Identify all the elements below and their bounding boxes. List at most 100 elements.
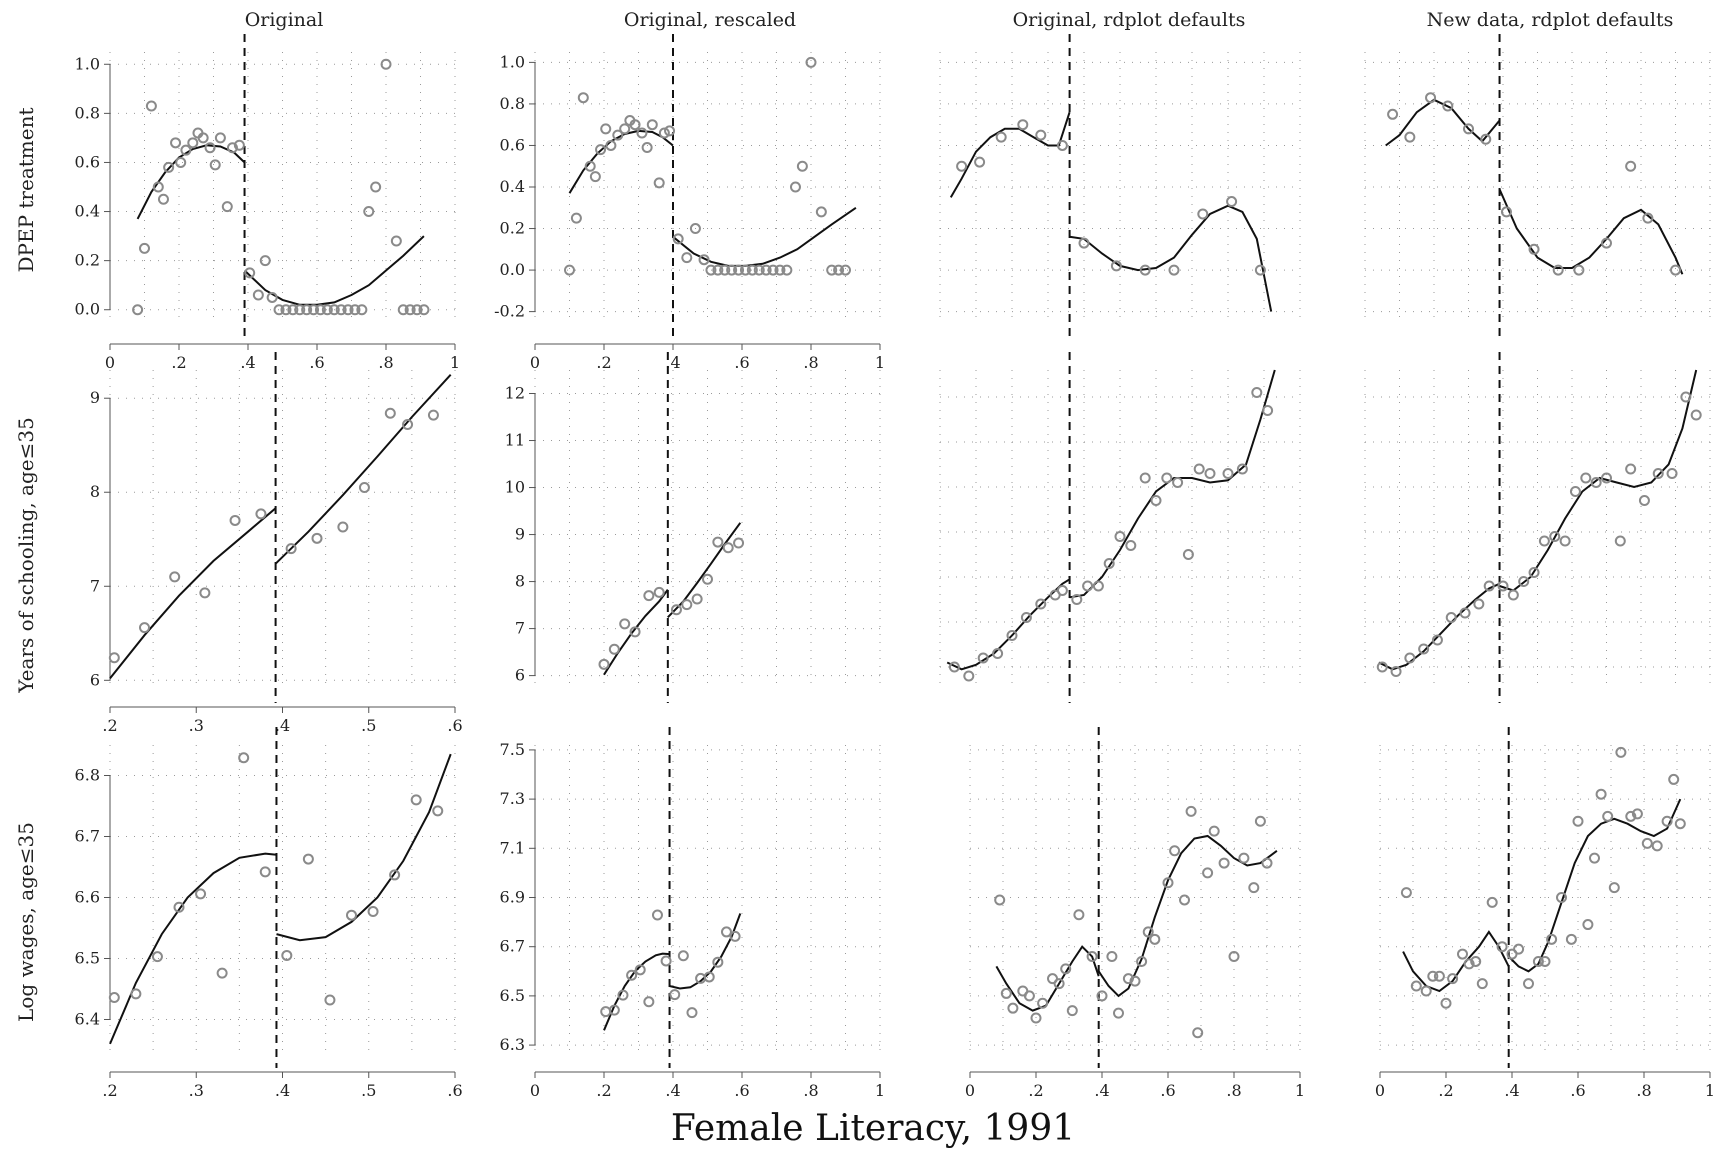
data-point xyxy=(389,869,401,881)
fit-line-left xyxy=(568,129,674,194)
data-point xyxy=(595,144,607,156)
data-point xyxy=(767,264,779,276)
fit-line-right xyxy=(669,913,742,990)
data-point xyxy=(226,142,238,154)
data-point xyxy=(324,994,336,1006)
x-tick-label: .4 xyxy=(275,1081,290,1100)
data-point xyxy=(992,648,1004,659)
data-point xyxy=(1006,630,1018,641)
data-point xyxy=(840,264,851,276)
data-point xyxy=(1483,580,1495,592)
data-point xyxy=(139,622,150,634)
x-tick-label: .2 xyxy=(596,1081,611,1100)
data-point xyxy=(130,988,142,1000)
data-point xyxy=(356,304,368,316)
data-point xyxy=(1254,815,1266,827)
data-point xyxy=(1122,973,1134,985)
data-point xyxy=(712,956,724,968)
fit-line-right xyxy=(1499,369,1698,592)
data-point xyxy=(1390,666,1402,677)
x-tick-label: 1 xyxy=(1705,1081,1715,1100)
x-tick-label: 0 xyxy=(965,1081,975,1100)
data-point xyxy=(1556,892,1567,903)
data-point xyxy=(266,291,278,303)
data-point xyxy=(1226,196,1238,208)
chart-panel: 6.3 6.5 6.7 6.9 7.1 7.3 7.5 0 .2 .4 .6 .8 1 xyxy=(500,727,885,1100)
fit-line-left xyxy=(109,507,277,680)
data-point xyxy=(1251,387,1263,398)
fit-line-left xyxy=(603,589,669,676)
data-point xyxy=(733,537,745,549)
x-tick-label: .4 xyxy=(275,716,290,735)
data-point xyxy=(1486,896,1498,908)
data-point xyxy=(1445,612,1457,623)
data-point xyxy=(833,264,845,276)
data-point xyxy=(781,264,793,276)
data-point xyxy=(977,652,989,664)
data-point xyxy=(653,586,665,598)
data-point xyxy=(294,304,306,316)
data-point xyxy=(204,142,216,154)
data-point xyxy=(994,894,1006,906)
data-point xyxy=(1470,955,1482,967)
data-point xyxy=(427,409,439,421)
x-tick-label: .4 xyxy=(1094,1081,1109,1100)
data-point xyxy=(1000,987,1012,999)
data-point xyxy=(1192,1027,1204,1039)
data-point xyxy=(1552,264,1564,276)
y-tick-label: 6.6 xyxy=(75,888,100,907)
y-tick-label: 0.6 xyxy=(500,135,525,154)
data-point xyxy=(691,593,703,605)
data-point xyxy=(321,304,333,316)
data-point xyxy=(1162,877,1174,889)
data-point xyxy=(1410,980,1422,992)
data-point xyxy=(1053,978,1065,990)
data-point xyxy=(658,127,670,139)
data-point xyxy=(1149,933,1161,945)
data-point xyxy=(411,304,423,316)
data-point xyxy=(1631,808,1643,820)
x-tick-label: .4 xyxy=(665,353,680,372)
data-point xyxy=(252,289,264,301)
data-point xyxy=(1236,463,1248,475)
data-point xyxy=(1161,472,1173,484)
data-point xyxy=(1023,990,1035,1002)
data-point xyxy=(209,159,221,171)
data-point xyxy=(244,267,256,279)
row-label: Years of schooling, age≤35 xyxy=(14,417,38,694)
data-point xyxy=(1086,951,1098,963)
data-point xyxy=(600,1006,612,1018)
fit-line-left xyxy=(603,952,670,1031)
data-point xyxy=(1073,909,1085,921)
data-point xyxy=(1528,243,1540,255)
chart-panel: 0.00.20.40.60.81.00.2.4.6.8 1 xyxy=(75,34,460,372)
data-point xyxy=(1071,594,1083,605)
data-point xyxy=(311,532,323,544)
data-point xyxy=(669,989,681,1001)
data-point xyxy=(1507,589,1519,601)
data-point xyxy=(584,160,596,172)
y-tick-label: 6.8 xyxy=(75,766,100,785)
data-point xyxy=(328,304,340,316)
data-point xyxy=(1261,857,1273,869)
data-point xyxy=(1139,472,1151,484)
data-point xyxy=(214,132,226,144)
chart-panel: -0.20.00.20.40.60.81.00.2.4.6.8 1 xyxy=(494,34,885,372)
data-point xyxy=(670,604,682,616)
x-tick-label: 1 xyxy=(450,353,460,372)
data-point xyxy=(1569,486,1581,497)
fit-line-right xyxy=(1498,188,1684,275)
data-point xyxy=(712,536,724,548)
data-point xyxy=(1136,955,1148,967)
x-tick-label: .4 xyxy=(665,1081,680,1100)
chart-panel xyxy=(939,352,1301,703)
data-point xyxy=(1473,598,1485,610)
fit-line-left xyxy=(1385,98,1501,147)
data-point xyxy=(1185,805,1197,817)
x-tick-label: .2 xyxy=(1438,1081,1453,1100)
panel-grid: 0.00.20.40.60.81.00.2.4.6.8 1-0.20.00.20.… xyxy=(75,34,1715,1100)
data-point xyxy=(722,542,734,554)
data-point xyxy=(1114,531,1126,542)
data-point xyxy=(1168,264,1180,276)
